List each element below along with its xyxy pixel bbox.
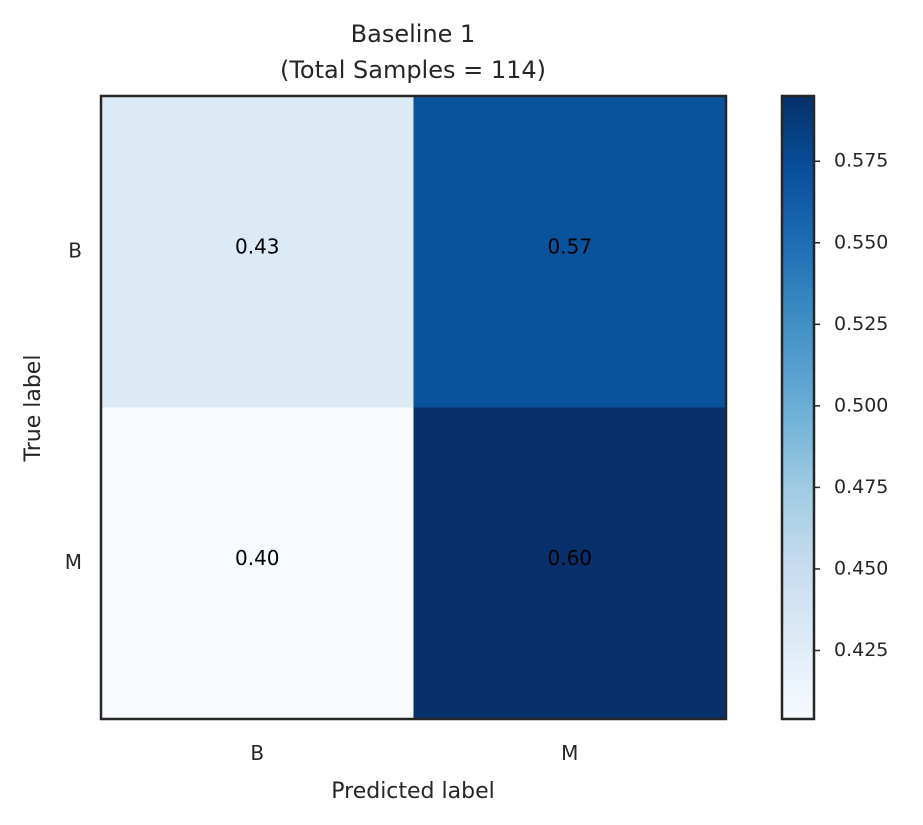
cell-value-label: 0.57 [547,234,592,258]
y-tick-label: M [65,550,82,574]
colorbar-tick-labels: 0.425 0.450 0.475 0.500 0.525 0.550 0.575 [814,150,888,661]
cell-value-label: 0.60 [547,546,592,570]
chart-subtitle: (Total Samples = 114) [280,56,546,84]
y-tick-label: B [68,238,82,262]
colorbar-tick-label: 0.525 [834,313,888,335]
x-tick-label: M [561,741,578,765]
x-tick-label: B [250,741,264,765]
cell-value-label: 0.43 [235,234,280,258]
y-axis-label: True label [21,355,46,463]
colorbar-tick-label: 0.550 [834,231,888,253]
colorbar-tick-label: 0.575 [834,150,888,172]
heatmap-cell-m-b [101,407,414,720]
colorbar-tick-label: 0.425 [834,639,888,661]
heatmap-cell-b-b [101,96,414,408]
colorbar-frame [780,94,816,721]
cell-value-label: 0.40 [235,546,280,570]
heatmap-cell-labels: 0.43 0.57 0.40 0.60 [235,234,592,570]
colorbar-tick-label: 0.450 [834,557,888,579]
colorbar-tick-label: 0.500 [834,394,888,416]
heatmap-cells [101,96,727,720]
plot-frame [99,94,728,721]
heatmap-cell-b-m [413,96,727,408]
y-tick-labels: BM [65,238,82,574]
colorbar [782,96,814,719]
x-axis-label: Predicted label [331,779,494,804]
chart-title: Baseline 1 [351,20,476,48]
heatmap-cell-m-m [413,407,727,720]
colorbar-tick-label: 0.475 [834,476,888,498]
